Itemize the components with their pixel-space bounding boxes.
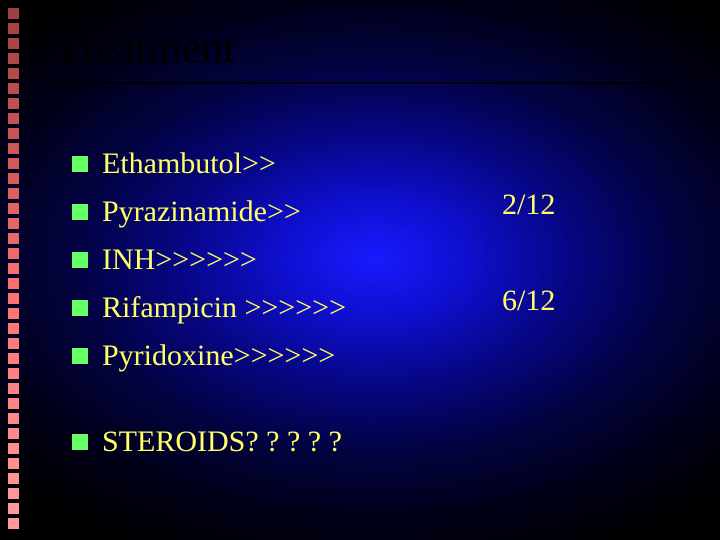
list-item: Pyridoxine>>>>>> [72, 332, 672, 380]
bullet-square-icon [72, 300, 88, 316]
decor-square-icon [8, 398, 19, 409]
decor-square-icon [8, 143, 19, 154]
list-item: Rifampicin >>>>>> [72, 284, 672, 332]
decor-square-icon [8, 383, 19, 394]
item-label: Rifampicin >>>>>> [102, 291, 346, 325]
decor-square-icon [8, 173, 19, 184]
decor-square-icon [8, 443, 19, 454]
decor-square-icon [8, 23, 19, 34]
bullet-square-icon [72, 156, 88, 172]
decor-square-icon [8, 128, 19, 139]
decor-square-icon [8, 428, 19, 439]
decor-square-icon [8, 218, 19, 229]
decor-square-icon [8, 203, 19, 214]
decor-square-icon [8, 158, 19, 169]
item-value: 2/12 [502, 188, 555, 222]
list-item: STEROIDS? ? ? ? ? [72, 418, 672, 466]
item-value: 6/12 [502, 284, 555, 318]
title-underline [56, 82, 666, 84]
bullet-square-icon [72, 252, 88, 268]
decor-square-icon [8, 278, 19, 289]
decor-square-icon [8, 488, 19, 499]
item-label: Pyrazinamide>> [102, 195, 301, 229]
decor-square-icon [8, 248, 19, 259]
bullet-square-icon [72, 348, 88, 364]
left-decor-column [8, 8, 19, 529]
decor-square-icon [8, 518, 19, 529]
bullet-square-icon [72, 434, 88, 450]
decor-square-icon [8, 188, 19, 199]
list-item: Pyrazinamide>> [72, 188, 672, 236]
decor-square-icon [8, 308, 19, 319]
decor-square-icon [8, 458, 19, 469]
decor-square-icon [8, 503, 19, 514]
list-item: INH>>>>>> [72, 236, 672, 284]
content-area: Ethambutol>> Pyrazinamide>> INH>>>>>> Ri… [72, 140, 672, 466]
item-label: Ethambutol>> [102, 147, 276, 181]
decor-square-icon [8, 353, 19, 364]
decor-square-icon [8, 83, 19, 94]
decor-square-icon [8, 263, 19, 274]
decor-square-icon [8, 368, 19, 379]
decor-square-icon [8, 98, 19, 109]
item-label: STEROIDS? ? ? ? ? [102, 425, 342, 459]
decor-square-icon [8, 8, 19, 19]
decor-square-icon [8, 338, 19, 349]
bullet-square-icon [72, 204, 88, 220]
decor-square-icon [8, 413, 19, 424]
list-item: Ethambutol>> [72, 140, 672, 188]
item-label: Pyridoxine>>>>>> [102, 339, 335, 373]
item-label: INH>>>>>> [102, 243, 257, 277]
spacer [72, 380, 672, 418]
decor-square-icon [8, 68, 19, 79]
decor-square-icon [8, 233, 19, 244]
decor-square-icon [8, 38, 19, 49]
slide-title: Treatment [56, 22, 235, 73]
decor-square-icon [8, 323, 19, 334]
decor-square-icon [8, 473, 19, 484]
decor-square-icon [8, 293, 19, 304]
decor-square-icon [8, 53, 19, 64]
decor-square-icon [8, 113, 19, 124]
